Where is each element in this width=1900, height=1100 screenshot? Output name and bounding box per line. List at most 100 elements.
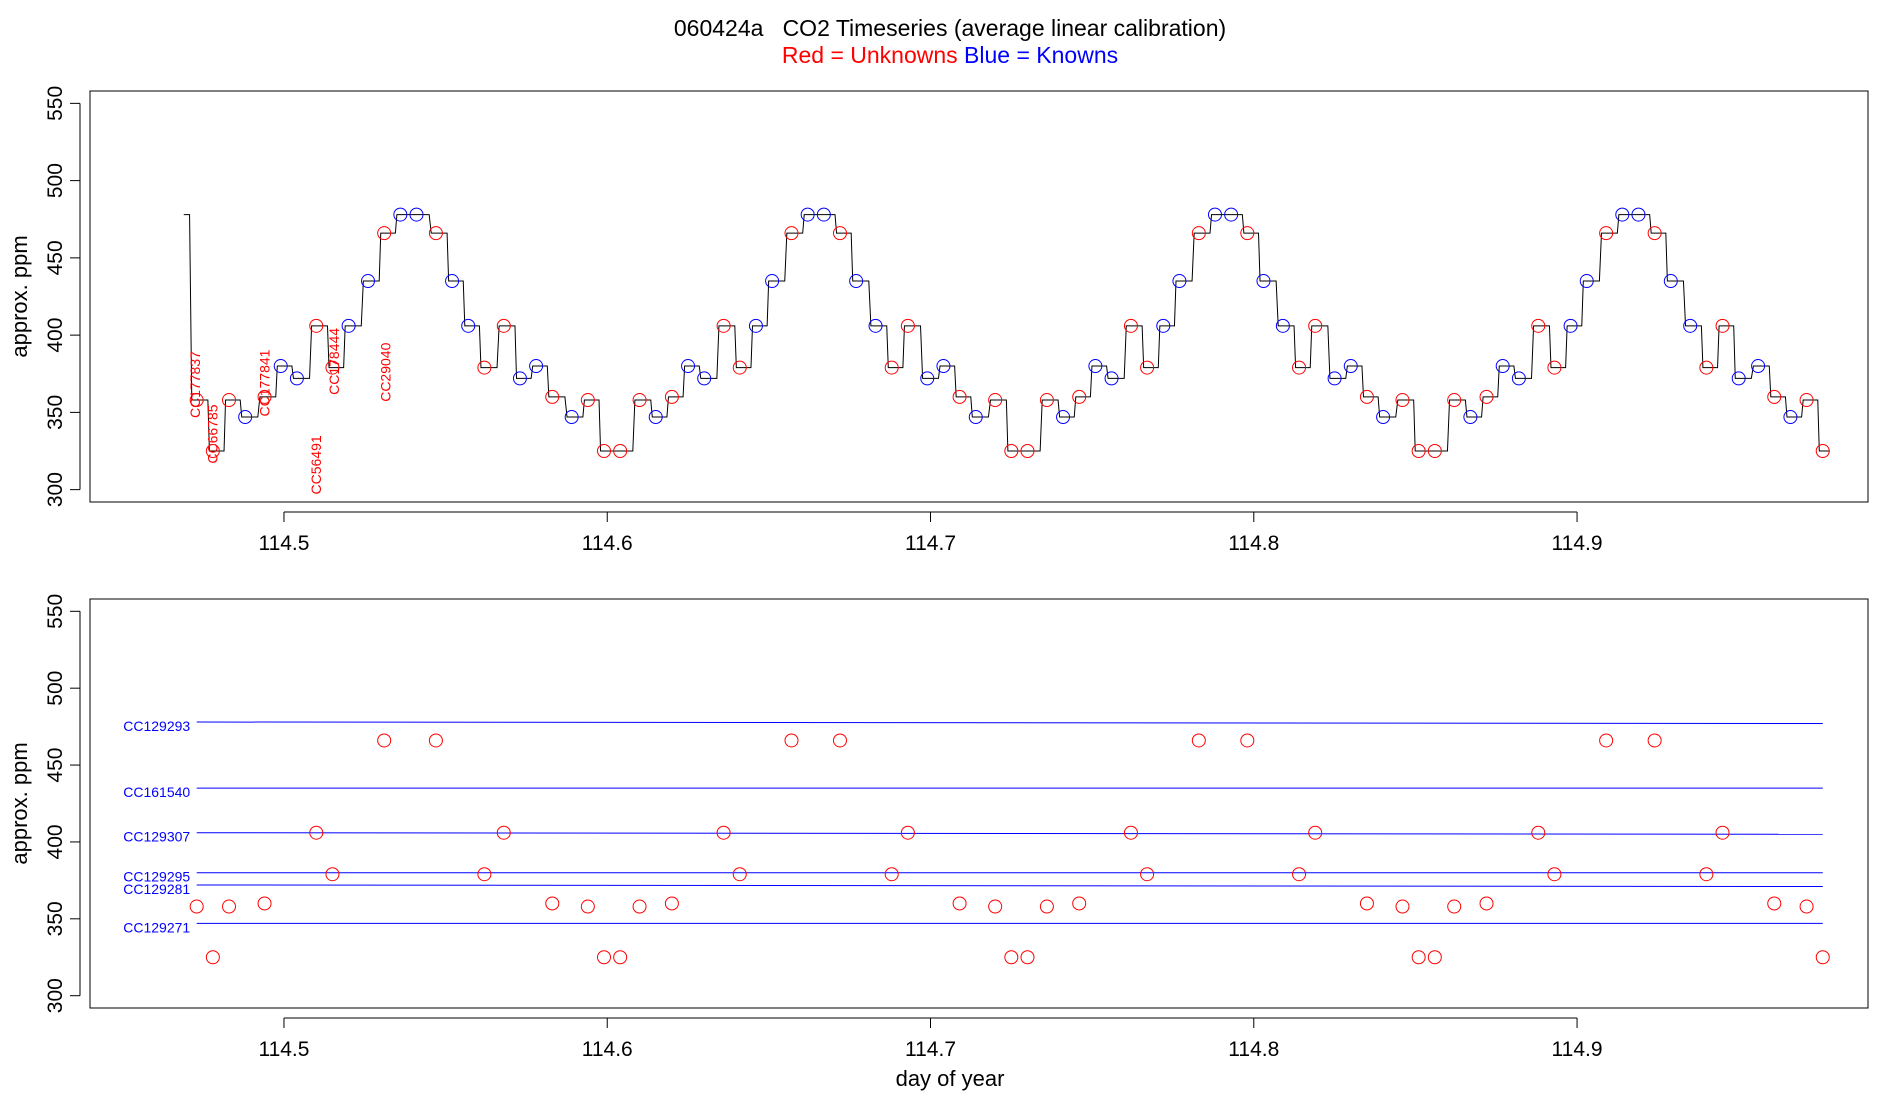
- unknown-point: [1292, 360, 1307, 375]
- unknown-point: [1039, 393, 1054, 408]
- unknown-point: [1547, 360, 1562, 375]
- known-point: [1683, 318, 1698, 333]
- unknown-point: [1072, 389, 1087, 404]
- unknown-point: [632, 899, 647, 914]
- unknown-point: [1292, 867, 1307, 882]
- known-point: [409, 207, 424, 222]
- known-point: [816, 207, 831, 222]
- known-point: [1088, 359, 1103, 374]
- unknown-point: [428, 733, 443, 748]
- known-point: [868, 318, 883, 333]
- x-axis-label: day of year: [895, 1066, 1005, 1091]
- unknown-point: [1308, 318, 1323, 333]
- unknown-point: [309, 318, 324, 333]
- known-point: [1275, 318, 1290, 333]
- unknown-point: [1140, 867, 1155, 882]
- unknown-point: [900, 318, 915, 333]
- unknown-point: [1531, 318, 1546, 333]
- x-tick-label: 114.5: [258, 532, 309, 555]
- known-point: [1563, 318, 1578, 333]
- known-point: [1631, 207, 1646, 222]
- known-point: [1615, 207, 1630, 222]
- known-point: [936, 359, 951, 374]
- unknown-point: [1647, 733, 1662, 748]
- known-point: [800, 207, 815, 222]
- unknown-point: [222, 393, 237, 408]
- known-point: [445, 274, 460, 289]
- unknown-point: [1767, 389, 1782, 404]
- known-point: [1224, 207, 1239, 222]
- y-tick-label: 500: [44, 671, 67, 706]
- unknown-point: [1531, 825, 1546, 840]
- y-tick-label: 400: [44, 824, 67, 859]
- unknown-point: [309, 825, 324, 840]
- unknown-point: [1020, 444, 1035, 459]
- unknown-point: [257, 896, 272, 911]
- unknown-point: [1411, 444, 1426, 459]
- reference-label: CC129271: [123, 919, 190, 935]
- unknown-point: [664, 896, 679, 911]
- unknown-point: [1308, 825, 1323, 840]
- x-tick-label: 114.9: [1552, 1038, 1603, 1061]
- x-tick-label: 114.9: [1552, 532, 1603, 555]
- x-tick-label: 114.8: [1228, 1038, 1279, 1061]
- unknown-point: [1004, 444, 1019, 459]
- reference-line: [196, 832, 1823, 835]
- known-point: [512, 371, 527, 386]
- panel-1: 300 350 400 450 500 550 114.5 114.6 114.7 114.8 11…: [7, 86, 1869, 555]
- unknown-point: [632, 393, 647, 408]
- unknown-point: [1699, 867, 1714, 882]
- unknown-point: [325, 360, 340, 375]
- unknown-point: [477, 360, 492, 375]
- unknown-point: [580, 393, 595, 408]
- unknown-point: [1815, 444, 1830, 459]
- unknown-point: [613, 950, 628, 965]
- unknown-point: [884, 867, 899, 882]
- unknown-point: [952, 896, 967, 911]
- y-tick-label: 550: [44, 86, 67, 121]
- unknown-point: [1799, 393, 1814, 408]
- unknown-point: [257, 389, 272, 404]
- unknown-point: [1767, 896, 1782, 911]
- unknown-point: [1715, 825, 1730, 840]
- sample-annotation: CC29040: [378, 342, 394, 401]
- known-point: [361, 274, 376, 289]
- unknown-point: [613, 444, 628, 459]
- unknown-point: [1395, 393, 1410, 408]
- unknown-point: [1240, 733, 1255, 748]
- unknown-point: [1699, 360, 1714, 375]
- known-point: [341, 318, 356, 333]
- reference-label: CC129295: [123, 869, 190, 885]
- reference-label: CC129293: [123, 718, 190, 734]
- unknown-point: [496, 318, 511, 333]
- unknown-point: [1599, 226, 1614, 241]
- x-tick-label: 114.6: [582, 1038, 633, 1061]
- unknown-point: [1427, 444, 1442, 459]
- unknown-point: [664, 389, 679, 404]
- known-point: [1172, 274, 1187, 289]
- known-point: [1376, 410, 1391, 425]
- known-point: [273, 359, 288, 374]
- unknown-point: [597, 950, 612, 965]
- known-point: [1327, 371, 1342, 386]
- unknown-point: [1004, 950, 1019, 965]
- y-tick-label: 500: [44, 163, 67, 198]
- known-point: [238, 410, 253, 425]
- known-point: [1579, 274, 1594, 289]
- known-point: [1495, 359, 1510, 374]
- unknown-point: [716, 318, 731, 333]
- legend-unknowns: Red = Unknowns: [781, 42, 958, 68]
- x-tick-label: 114.5: [258, 1038, 309, 1061]
- unknown-point: [205, 444, 220, 459]
- unknown-point: [784, 733, 799, 748]
- unknown-point: [732, 867, 747, 882]
- known-point: [564, 410, 579, 425]
- reference-line: [196, 884, 1823, 888]
- known-point: [1207, 207, 1222, 222]
- known-point: [920, 371, 935, 386]
- y-tick-label: 550: [44, 594, 67, 629]
- known-point: [748, 318, 763, 333]
- unknown-point: [1599, 733, 1614, 748]
- legend: Red = Unknowns Blue = Knowns: [0, 42, 1900, 68]
- unknown-point: [784, 226, 799, 241]
